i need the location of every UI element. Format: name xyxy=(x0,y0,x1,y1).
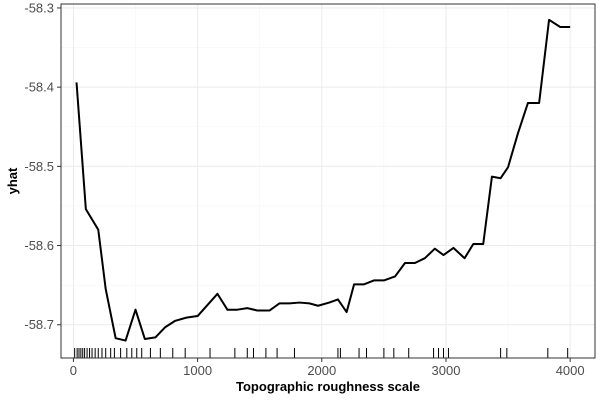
x-axis-title: Topographic roughness scale xyxy=(236,379,420,394)
x-tick-label: 2000 xyxy=(307,363,336,378)
x-tick-label: 4000 xyxy=(556,363,585,378)
y-tick-label: -58.3 xyxy=(24,0,54,15)
series-line xyxy=(75,18,571,342)
x-tick-label: 3000 xyxy=(432,363,461,378)
grid xyxy=(61,4,595,358)
y-tick-label: -58.6 xyxy=(24,238,54,253)
y-axis: -58.3 -58.4 -58.5 -58.6 -58.7 xyxy=(24,0,61,332)
rug-marks xyxy=(74,348,569,358)
x-axis: 0 1000 2000 3000 4000 xyxy=(70,358,585,378)
x-tick-label: 0 xyxy=(70,363,77,378)
y-tick-label: -58.4 xyxy=(24,80,54,95)
panel-border xyxy=(60,3,596,359)
y-axis-title: yhat xyxy=(5,167,20,194)
x-tick-label: 1000 xyxy=(183,363,212,378)
y-tick-label: -58.5 xyxy=(24,159,54,174)
y-tick-label: -58.7 xyxy=(24,317,54,332)
